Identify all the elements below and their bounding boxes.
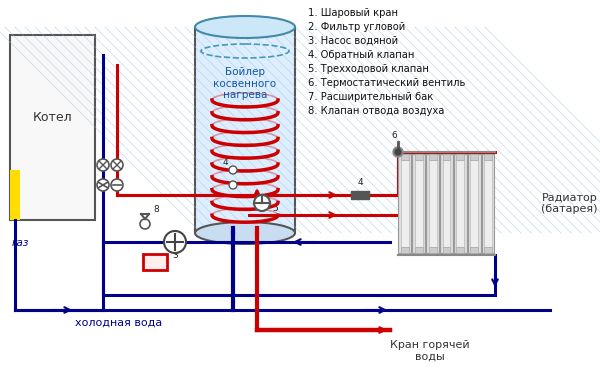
Text: Бойлер
косвенного
нагрева: Бойлер косвенного нагрева xyxy=(214,67,277,100)
Circle shape xyxy=(111,159,123,171)
Bar xyxy=(484,154,492,160)
Bar xyxy=(484,247,492,253)
Circle shape xyxy=(97,179,109,191)
Text: 4: 4 xyxy=(222,158,228,167)
Bar xyxy=(351,191,369,199)
Text: 8: 8 xyxy=(153,205,159,214)
Text: 6: 6 xyxy=(391,131,397,140)
Bar xyxy=(429,247,437,253)
Bar xyxy=(10,170,20,220)
Bar xyxy=(10,35,95,220)
Bar xyxy=(401,154,409,160)
Text: газ: газ xyxy=(12,238,29,248)
Text: 3: 3 xyxy=(172,251,178,260)
Circle shape xyxy=(393,147,403,157)
Bar xyxy=(443,160,451,247)
Bar xyxy=(468,154,481,253)
Bar xyxy=(143,254,167,270)
Text: 4: 4 xyxy=(357,178,363,187)
Bar xyxy=(457,160,464,247)
Circle shape xyxy=(140,219,150,229)
Bar xyxy=(470,154,478,160)
Circle shape xyxy=(229,166,237,174)
Circle shape xyxy=(164,231,186,253)
Text: 5. Трехходовой клапан: 5. Трехходовой клапан xyxy=(308,64,429,74)
Bar xyxy=(429,160,437,247)
Bar xyxy=(484,160,492,247)
Text: 1: 1 xyxy=(111,161,117,170)
Text: Радиатор
(батарея): Радиатор (батарея) xyxy=(541,193,598,214)
Bar xyxy=(401,160,409,247)
Bar xyxy=(470,247,478,253)
Bar xyxy=(457,154,464,160)
Bar xyxy=(401,247,409,253)
Bar xyxy=(415,247,423,253)
Bar xyxy=(440,154,453,253)
Bar xyxy=(457,247,464,253)
Text: Кран горячей
воды: Кран горячей воды xyxy=(390,340,470,362)
Text: 7: 7 xyxy=(152,257,158,266)
Text: 8. Клапан отвода воздуха: 8. Клапан отвода воздуха xyxy=(308,106,445,116)
Ellipse shape xyxy=(195,16,295,38)
Bar xyxy=(195,27,295,233)
Bar xyxy=(412,154,425,253)
Bar xyxy=(415,160,423,247)
Bar xyxy=(398,154,412,253)
Text: 6. Термостатический вентиль: 6. Термостатический вентиль xyxy=(308,78,466,88)
Bar xyxy=(429,154,437,160)
Text: 2: 2 xyxy=(111,181,116,190)
Circle shape xyxy=(229,181,237,189)
Text: холодная вода: холодная вода xyxy=(75,318,162,328)
Circle shape xyxy=(97,159,109,171)
Circle shape xyxy=(395,149,401,155)
Ellipse shape xyxy=(195,222,295,244)
Bar xyxy=(426,154,439,253)
Circle shape xyxy=(254,195,270,211)
Text: 2. Фильтр угловой: 2. Фильтр угловой xyxy=(308,22,405,32)
Text: 7. Расширительный бак: 7. Расширительный бак xyxy=(308,92,433,102)
Bar xyxy=(454,154,467,253)
Bar xyxy=(482,154,494,253)
Bar xyxy=(470,160,478,247)
Text: 5: 5 xyxy=(272,204,278,213)
Text: 4. Обратный клапан: 4. Обратный клапан xyxy=(308,50,415,60)
Circle shape xyxy=(111,179,123,191)
Bar xyxy=(443,154,451,160)
Text: 3. Насос водяной: 3. Насос водяной xyxy=(308,36,398,46)
Bar xyxy=(443,247,451,253)
Bar xyxy=(415,154,423,160)
Text: Котел: Котел xyxy=(32,111,73,124)
Text: 1. Шаровый кран: 1. Шаровый кран xyxy=(308,8,398,18)
